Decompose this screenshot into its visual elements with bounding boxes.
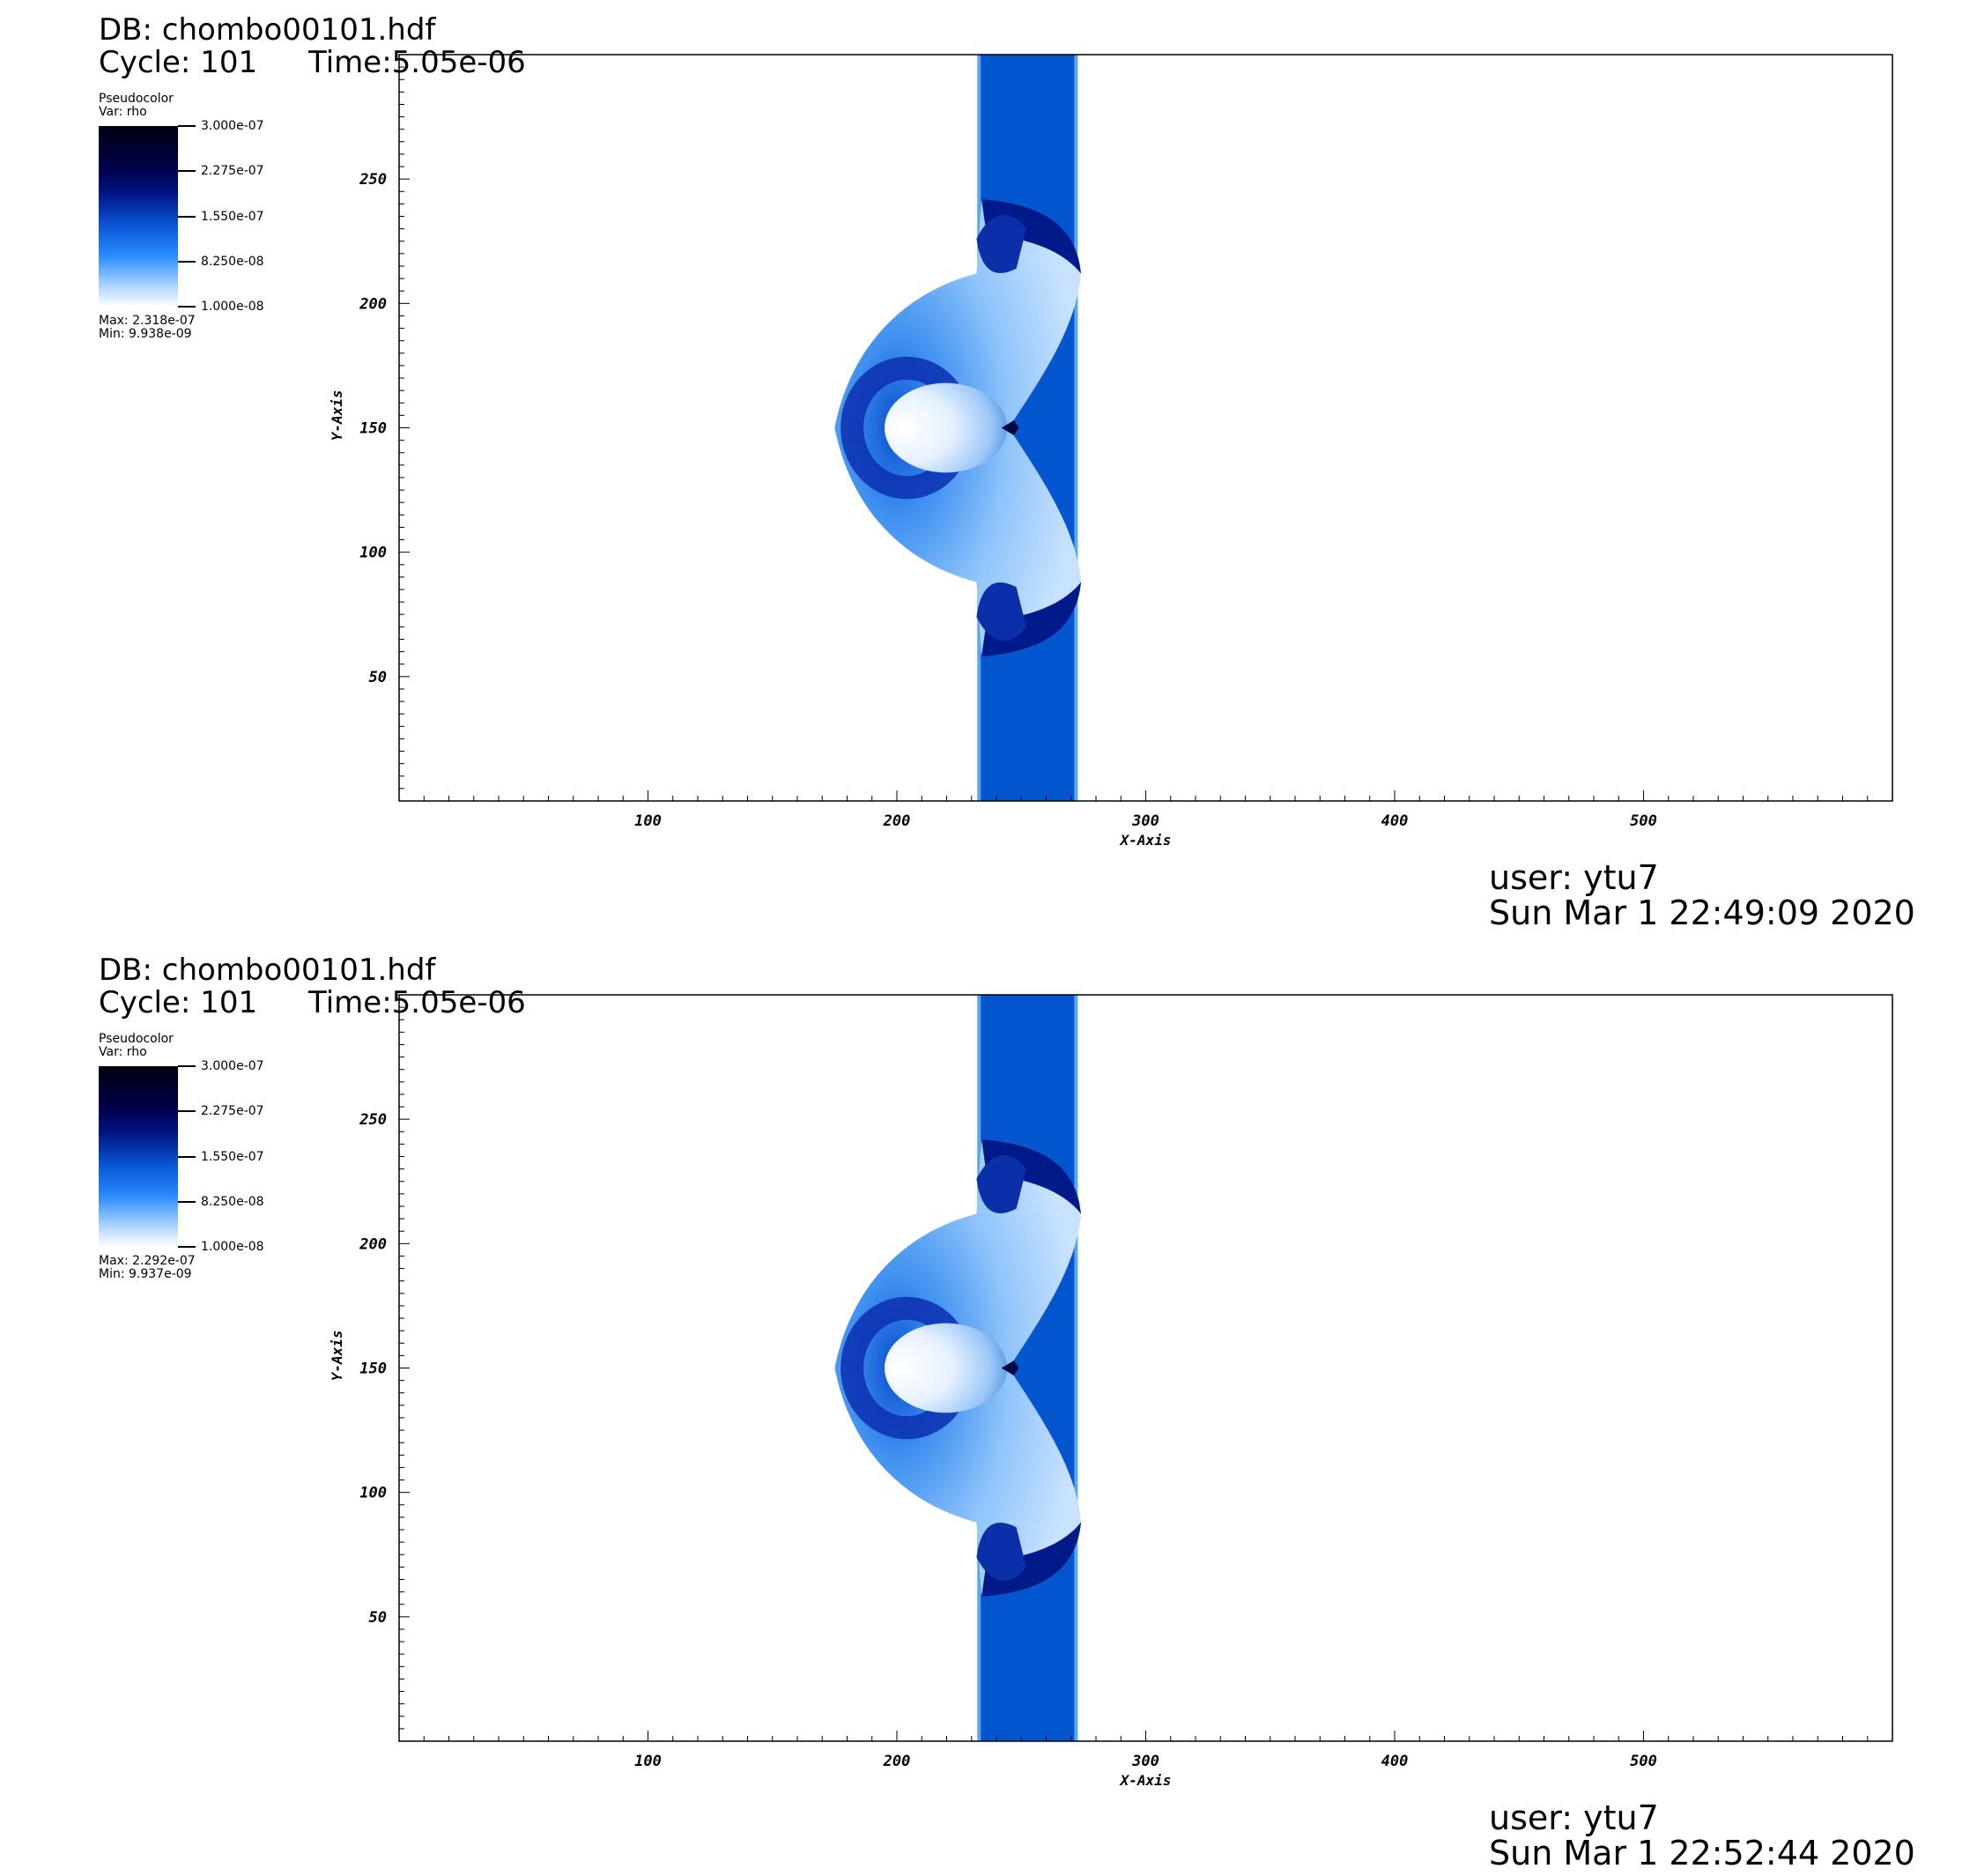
y-tick-label: 50: [369, 1609, 387, 1627]
density-field: [834, 995, 1082, 1741]
y-axis-title: Y-Axis: [329, 389, 345, 441]
x-tick-label: 400: [1381, 1753, 1409, 1770]
colorbar-tick-label: 2.275e-07: [201, 164, 264, 179]
colorbar-tick-label: 8.250e-08: [201, 254, 264, 269]
y-tick-label: 250: [359, 171, 387, 189]
legend-header: Pseudocolor Var: rho: [99, 1033, 174, 1059]
cusp-point: [1001, 420, 1019, 435]
colorbar: [99, 1066, 178, 1247]
cusp-point: [1001, 1361, 1019, 1375]
y-tick-label: 150: [359, 420, 387, 438]
pseudocolor-plot: 100 200 300 400 500 50 100 150 200 250 X-Axis Y-Axi…: [329, 994, 1893, 1789]
y-tick-label: 200: [359, 295, 387, 313]
x-tick-label: 400: [1381, 812, 1409, 830]
y-tick-label: 50: [369, 669, 387, 686]
x-tick-label: 100: [634, 812, 662, 830]
y-tick-label: 100: [359, 1485, 387, 1502]
colorbar: [99, 126, 178, 307]
y-tick-label: 200: [359, 1235, 387, 1253]
colorbar-tick: [178, 306, 196, 308]
y-tick-label: 100: [359, 545, 387, 562]
min-label: Min: 9.938e-09: [99, 327, 192, 341]
colorbar-tick-label: 3.000e-07: [201, 119, 264, 133]
min-label: Min: 9.937e-09: [99, 1267, 192, 1281]
pseudocolor-plot: 100 200 300 400 500 50 100 150 200 250 X-Axis Y-Axi…: [329, 54, 1893, 849]
slab-right-edge: [1074, 55, 1078, 801]
colorbar-tick: [178, 170, 196, 173]
x-tick-label: 300: [1131, 1753, 1159, 1770]
colorbar-tick: [178, 1155, 196, 1158]
plot-frame: [398, 54, 1893, 802]
colorbar-tick: [178, 1110, 196, 1113]
colorbar-tick: [178, 125, 196, 127]
x-tick-label: 500: [1630, 812, 1657, 830]
max-label: Max: 2.318e-07: [99, 314, 196, 328]
cycle-label: Cycle: 101: [99, 45, 258, 80]
density-field: [834, 55, 1082, 801]
legend-variable: Var: rho: [99, 1045, 147, 1059]
plot-frame: [398, 994, 1893, 1742]
x-tick-label: 200: [883, 1753, 911, 1770]
date-label: Sun Mar 1 22:52:44 2020: [1489, 1834, 1915, 1872]
user-label: user: ytu7: [1489, 858, 1659, 897]
colorbar-tick: [178, 1200, 196, 1203]
date-label: Sun Mar 1 22:49:09 2020: [1489, 894, 1915, 932]
x-tick-label: 300: [1131, 812, 1159, 830]
legend-header: Pseudocolor Var: rho: [99, 93, 174, 119]
slab-right-edge: [1074, 995, 1078, 1741]
lower-notch: [976, 582, 1026, 641]
visit-panel: DB: chombo00101.hdf Cycle: 101 Time:5.05…: [0, 940, 1977, 1876]
database-label: DB: chombo00101.hdf: [99, 12, 436, 48]
colorbar-tick: [178, 1246, 196, 1248]
colorbar-tick-label: 3.000e-07: [201, 1059, 264, 1073]
colorbar-tick: [178, 215, 196, 218]
upper-notch: [976, 214, 1026, 273]
lower-notch: [976, 1523, 1026, 1582]
y-tick-label: 250: [359, 1111, 387, 1129]
visit-panel: DB: chombo00101.hdf Cycle: 101 Time:5.05…: [0, 0, 1977, 936]
colorbar-tick-label: 1.550e-07: [201, 209, 264, 224]
time-label: Time:5.05e-06: [308, 985, 526, 1020]
colorbar-tick: [178, 1065, 196, 1067]
x-tick-label: 200: [883, 812, 911, 830]
y-tick-label: 150: [359, 1361, 387, 1378]
x-axis-title: X-Axis: [1119, 1772, 1172, 1789]
upper-notch: [976, 1154, 1026, 1213]
legend-variable: Var: rho: [99, 105, 147, 119]
legend-plot-type: Pseudocolor: [99, 1032, 174, 1046]
user-label: user: ytu7: [1489, 1798, 1659, 1837]
database-label: DB: chombo00101.hdf: [99, 953, 436, 988]
colorbar-tick-label: 1.000e-08: [201, 1240, 264, 1254]
time-label: Time:5.05e-06: [308, 45, 526, 80]
low-density-core: [885, 382, 1008, 473]
colorbar-tick-label: 1.550e-07: [201, 1149, 264, 1164]
y-axis-title: Y-Axis: [329, 1330, 345, 1381]
x-tick-label: 100: [634, 1753, 662, 1770]
max-label: Max: 2.292e-07: [99, 1254, 196, 1268]
x-tick-label: 500: [1630, 1753, 1657, 1770]
x-axis-title: X-Axis: [1119, 832, 1172, 849]
cycle-label: Cycle: 101: [99, 985, 258, 1020]
colorbar-tick: [178, 260, 196, 263]
legend-plot-type: Pseudocolor: [99, 92, 174, 106]
colorbar-tick-label: 1.000e-08: [201, 300, 264, 314]
colorbar-tick-label: 8.250e-08: [201, 1194, 264, 1209]
low-density-core: [885, 1323, 1008, 1413]
colorbar-tick-label: 2.275e-07: [201, 1104, 264, 1119]
